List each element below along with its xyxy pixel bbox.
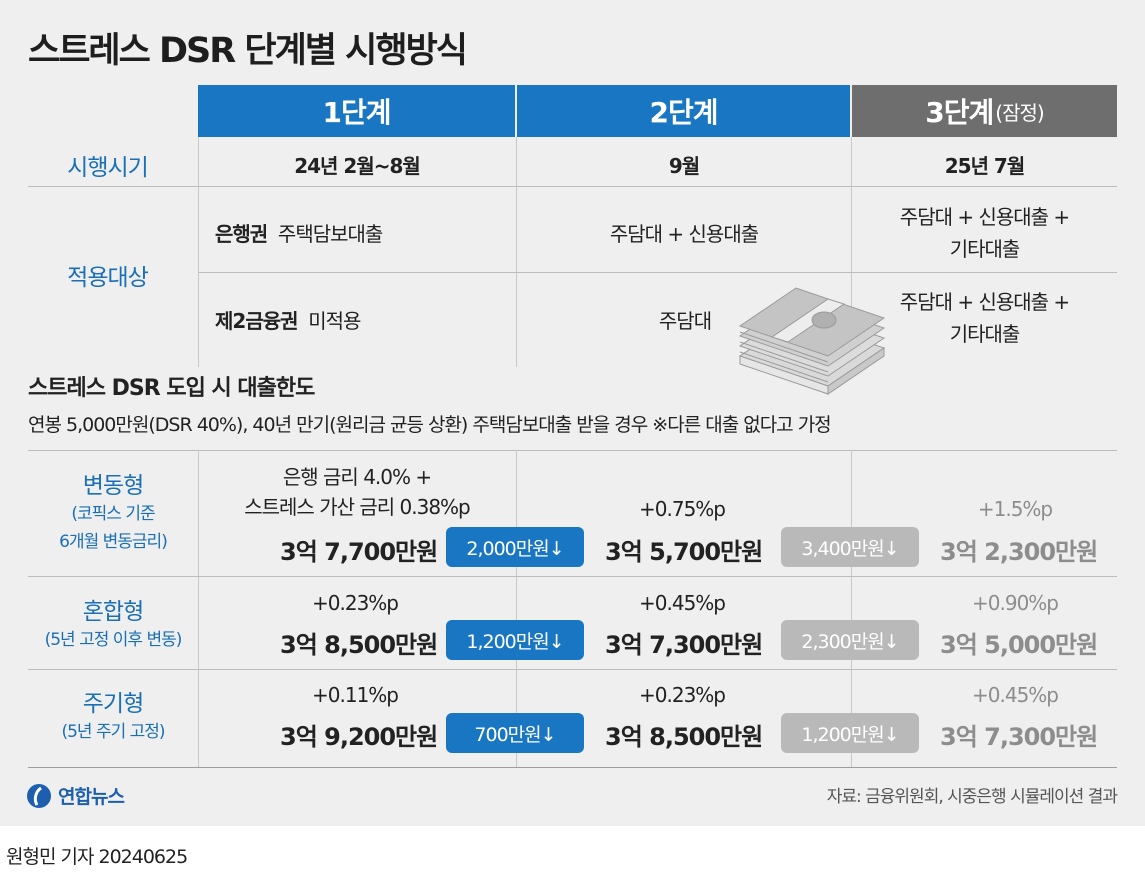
col-divider	[516, 137, 517, 367]
row-divider	[28, 450, 1117, 451]
second-tier-name: 제2금융권	[215, 309, 299, 333]
stage2-header: 2단계	[517, 85, 850, 137]
reporter-credit: 원형민 기자 20240625	[6, 846, 188, 868]
second-tier-stage1-scope: 미적용	[308, 309, 361, 333]
col-divider	[851, 137, 852, 367]
periodic-stage1-drop-badge: 700만원↓	[446, 713, 584, 753]
col-divider	[198, 450, 199, 768]
periodic-stage3-amount: 3억 7,300만원	[940, 723, 1098, 751]
stage1-label: 1단계	[322, 96, 391, 129]
floating-stage1-amount: 3억 7,700만원	[280, 538, 438, 566]
bank-stage3-line1: 주담대 + 신용대출 +	[899, 205, 1070, 229]
yonhap-logo-icon	[27, 783, 51, 808]
bank-name: 은행권	[215, 222, 268, 246]
row-divider	[28, 186, 1117, 187]
row-divider	[198, 272, 1117, 273]
periodic-stage2-amount: 3억 8,500만원	[605, 723, 763, 751]
bank-stage1-scope: 주택담보대출	[277, 222, 383, 246]
bank-stage3-line2: 기타대출	[949, 237, 1021, 261]
floating-stage2-amount: 3억 5,700만원	[605, 538, 763, 566]
infographic-panel	[0, 0, 1145, 826]
periodic-stage2-rate: +0.23%p	[639, 683, 726, 707]
scope-row-label: 적용대상	[67, 265, 149, 291]
floating-stage1-rate-line2: 스트레스 가산 금리 0.38%p	[244, 495, 471, 519]
bank-scope: 은행권 주택담보대출	[215, 218, 383, 247]
mixed-stage3-rate: +0.90%p	[972, 591, 1059, 615]
second-tier-stage3-line1: 주담대 + 신용대출 +	[899, 290, 1070, 314]
col-divider	[516, 450, 517, 768]
mixed-stage1-drop-badge: 1,200만원↓	[446, 620, 584, 660]
periodic-stage1-amount: 3억 9,200만원	[280, 723, 438, 751]
loan-limit-title: 스트레스 DSR 도입 시 대출한도	[28, 376, 315, 401]
floating-stage2-rate: +0.75%p	[639, 497, 726, 521]
mixed-sub1: (5년 고정 이후 변동)	[44, 630, 183, 650]
stage3-label: 3단계	[925, 96, 994, 129]
periodic-rate-label: 주기형 (5년 주기 고정)	[28, 684, 198, 746]
bank-stage2-scope: 주담대 + 신용대출	[609, 222, 759, 246]
money-stack-icon	[738, 287, 886, 395]
floating-sub2: 6개월 변동금리)	[59, 532, 168, 552]
row-divider	[28, 767, 1117, 768]
col-divider	[851, 450, 852, 768]
schedule-row-label: 시행시기	[67, 155, 149, 181]
mixed-stage1-amount: 3억 8,500만원	[280, 631, 438, 659]
floating-sub1: (코픽스 기준	[71, 504, 155, 524]
row-divider	[28, 576, 1117, 577]
periodic-stage1-rate: +0.11%p	[312, 683, 399, 707]
floating-stage1-drop-badge: 2,000만원↓	[446, 527, 584, 567]
periodic-sub1: (5년 주기 고정)	[61, 722, 165, 742]
yonhap-logo: 연합뉴스	[26, 782, 125, 809]
mixed-stage2-rate: +0.45%p	[639, 591, 726, 615]
floating-stage3-amount: 3억 2,300만원	[940, 538, 1098, 566]
mixed-stage1-rate: +0.23%p	[312, 591, 399, 615]
mixed-stage3-amount: 3억 5,000만원	[940, 631, 1098, 659]
second-tier-stage3-line2: 기타대출	[949, 322, 1021, 346]
mixed-stage2-amount: 3억 7,300만원	[605, 631, 763, 659]
floating-type: 변동형	[82, 473, 144, 499]
stage1-header: 1단계	[198, 85, 515, 137]
second-tier-stage3-scope: 주담대 + 신용대출 + 기타대출	[852, 286, 1117, 350]
floating-stage2-drop-badge: 3,400만원↓	[781, 527, 919, 567]
stage2-schedule: 9월	[668, 154, 700, 178]
periodic-stage3-rate: +0.45%p	[972, 683, 1059, 707]
mixed-stage2-drop-badge: 2,300만원↓	[781, 620, 919, 660]
floating-stage1-rate-line1: 은행 금리 4.0% +	[282, 465, 432, 489]
periodic-stage2-drop-badge: 1,200만원↓	[781, 713, 919, 753]
bank-stage3-scope: 주담대 + 신용대출 + 기타대출	[852, 201, 1117, 265]
floating-stage3-rate: +1.5%p	[977, 497, 1053, 521]
row-divider	[28, 669, 1117, 670]
second-tier-scope: 제2금융권 미적용	[215, 305, 361, 334]
page-title: 스트레스 DSR 단계별 시행방식	[28, 31, 468, 71]
stage3-note: (잠정)	[995, 100, 1044, 125]
second-tier-stage2-scope: 주담대	[658, 309, 712, 333]
source-note: 자료: 금융위원회, 시중은행 시뮬레이션 결과	[826, 787, 1118, 807]
stage3-header: 3단계 (잠정)	[852, 85, 1117, 137]
mixed-rate-label: 혼합형 (5년 고정 이후 변동)	[28, 592, 198, 654]
floating-stage1-rate: 은행 금리 4.0% + 스트레스 가산 금리 0.38%p	[198, 462, 516, 522]
stage3-schedule: 25년 7월	[944, 154, 1026, 178]
periodic-type: 주기형	[82, 691, 144, 717]
yonhap-logo-text: 연합뉴스	[58, 786, 125, 808]
floating-rate-label: 변동형 (코픽스 기준 6개월 변동금리)	[28, 466, 198, 556]
col-divider	[198, 137, 199, 367]
loan-limit-condition: 연봉 5,000만원(DSR 40%), 40년 만기(원리금 균등 상환) 주…	[28, 414, 832, 436]
mixed-type: 혼합형	[82, 599, 144, 625]
stage2-label: 2단계	[649, 96, 718, 129]
stage1-schedule: 24년 2월~8월	[294, 154, 421, 178]
